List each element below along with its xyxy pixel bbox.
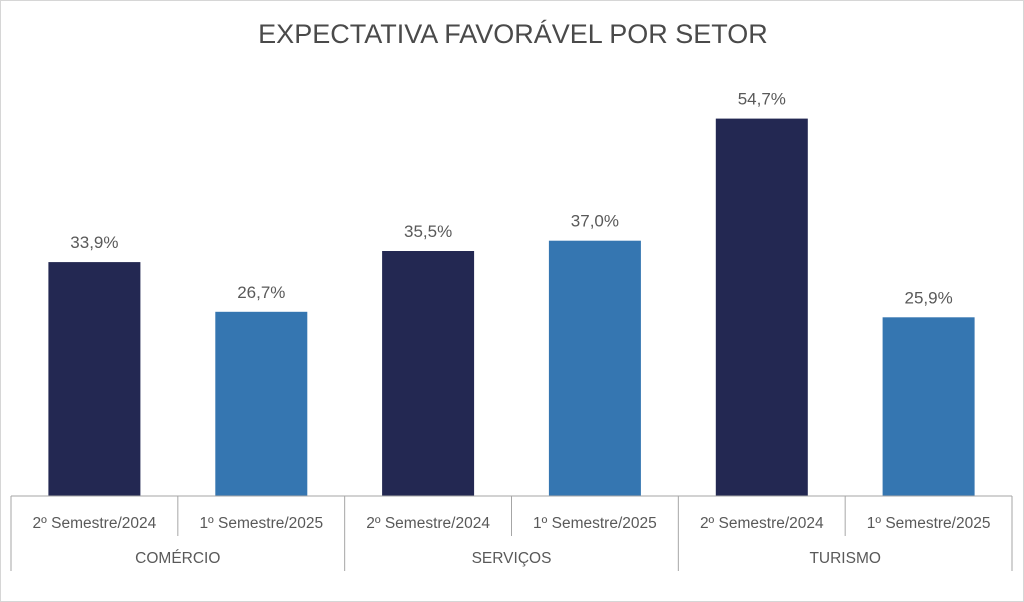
data-label: 25,9%: [904, 288, 952, 307]
x-tick-label: 2º Semestre/2024: [700, 515, 824, 532]
data-label: 33,9%: [70, 233, 118, 252]
bar: [215, 311, 308, 496]
x-tick-label: 1º Semestre/2025: [199, 515, 323, 532]
group-label: COMÉRCIO: [135, 550, 220, 567]
data-label: 37,0%: [571, 212, 619, 231]
bar: [48, 262, 141, 496]
x-tick-label: 2º Semestre/2024: [33, 515, 157, 532]
bar: [715, 118, 808, 496]
x-tick-label: 1º Semestre/2025: [867, 515, 991, 532]
data-label: 35,5%: [404, 222, 452, 241]
bar: [382, 251, 475, 496]
x-tick-label: 1º Semestre/2025: [533, 515, 657, 532]
chart-title: EXPECTATIVA FAVORÁVEL POR SETOR: [258, 19, 768, 49]
group-label: SERVIÇOS: [472, 550, 552, 567]
bar: [548, 240, 641, 496]
group-label: TURISMO: [809, 550, 880, 567]
bar: [882, 317, 975, 496]
x-tick-label: 2º Semestre/2024: [366, 515, 490, 532]
data-label: 54,7%: [738, 90, 786, 109]
data-label: 26,7%: [237, 283, 285, 302]
